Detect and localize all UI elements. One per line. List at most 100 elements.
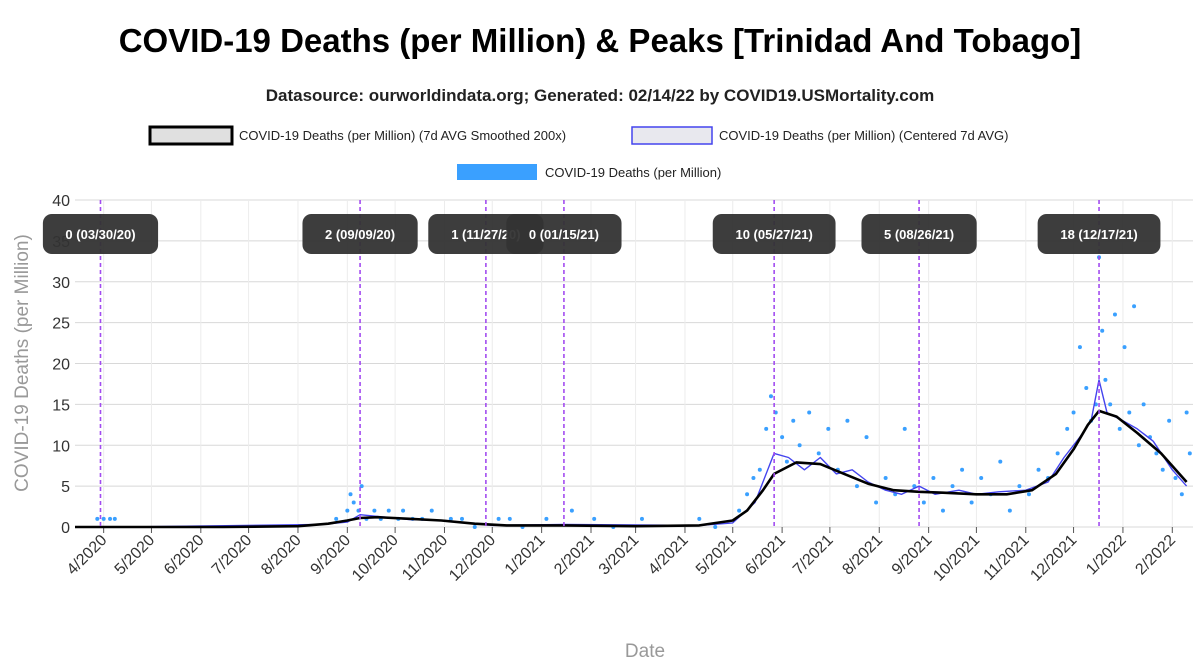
data-point: [874, 500, 879, 505]
data-point: [351, 500, 356, 505]
data-point: [751, 475, 756, 480]
data-point: [745, 492, 750, 497]
data-point: [969, 500, 974, 505]
data-point: [1007, 508, 1012, 513]
data-point: [429, 508, 434, 513]
data-point: [1179, 492, 1184, 497]
series-lines: [75, 379, 1188, 529]
x-tick-label: 9/2020: [308, 532, 355, 579]
x-tick-label: 2/2022: [1132, 532, 1179, 579]
series-line-centered: [75, 379, 1188, 528]
data-point: [496, 516, 501, 521]
y-tick-label: 40: [52, 193, 70, 210]
x-tick-label: 6/2021: [742, 532, 789, 579]
data-point: [816, 451, 821, 456]
data-point: [108, 516, 113, 521]
data-point: [345, 508, 350, 513]
x-tick-label: 5/2021: [693, 532, 740, 579]
data-point: [101, 516, 106, 521]
peak-markers: 0 (03/30/20) 2 (09/09/20) 1 (11/27/20) 0 (0…: [42, 200, 1161, 527]
legend-label-centered: COVID-19 Deaths (per Million) (Centered …: [719, 128, 1008, 143]
data-point: [448, 516, 453, 521]
x-tick-label: 7/2021: [790, 532, 837, 579]
data-point: [902, 426, 907, 431]
data-point: [1167, 418, 1172, 423]
data-point: [791, 418, 796, 423]
data-point: [1187, 451, 1192, 456]
x-tick-label: 12/2021: [1027, 532, 1080, 585]
y-tick-label: 15: [52, 397, 70, 414]
data-point: [757, 467, 762, 472]
data-point: [472, 525, 477, 529]
data-point: [1112, 312, 1117, 317]
peak-label-box: [1037, 214, 1161, 254]
data-point: [1065, 426, 1070, 431]
peak-label: 0 (03/30/20): [65, 227, 135, 242]
data-point: [826, 426, 831, 431]
x-tick-label: 5/2020: [112, 532, 159, 579]
data-point: [1100, 328, 1105, 333]
peak-label: 1 (11/27/20): [451, 227, 520, 242]
x-tick-label: 11/2021: [981, 532, 1033, 584]
data-point: [854, 484, 859, 489]
data-point: [697, 516, 702, 521]
y-tick-label: 5: [61, 479, 70, 496]
data-point: [112, 516, 117, 521]
data-point: [507, 516, 512, 521]
x-tick-label: 6/2020: [161, 532, 208, 579]
data-point: [764, 426, 769, 431]
data-point: [569, 508, 574, 513]
data-point: [1132, 304, 1137, 309]
data-point: [1122, 345, 1127, 350]
data-point: [334, 516, 339, 521]
data-point: [1127, 410, 1132, 415]
series-line-smoothed: [75, 409, 1188, 529]
peak-label-box: [506, 214, 622, 254]
data-point: [807, 410, 812, 415]
peak-label-box: [712, 214, 836, 254]
data-point: [348, 492, 353, 497]
peak-label: 2 (09/09/20): [325, 227, 395, 242]
data-point: [1108, 402, 1113, 407]
data-point: [845, 418, 850, 423]
x-tick-label: 1/2021: [502, 532, 549, 579]
x-tick-label: 11/2020: [399, 532, 451, 584]
data-point: [960, 467, 965, 472]
data-point: [768, 394, 773, 399]
daily-deaths-dots: [95, 255, 1192, 529]
data-point: [1036, 467, 1041, 472]
data-point: [979, 475, 984, 480]
legend-swatch-daily: [457, 164, 537, 180]
y-tick-label: 20: [52, 357, 70, 374]
data-point: [864, 435, 869, 440]
data-point: [1184, 410, 1189, 415]
chart-title: COVID-19 Deaths (per Million) & Peaks [T…: [118, 22, 1082, 59]
data-point: [592, 516, 597, 521]
x-tick-label: 8/2021: [839, 532, 886, 579]
x-axis-title: Date: [625, 641, 665, 662]
data-point: [950, 484, 955, 489]
peak-label: 10 (05/27/21): [735, 227, 812, 242]
data-point: [940, 508, 945, 513]
x-tick-label: 4/2020: [64, 532, 111, 579]
data-point: [784, 459, 789, 464]
y-axis-title: COVID-19 Deaths (per Million): [12, 234, 33, 492]
data-point: [1077, 345, 1082, 350]
data-point: [883, 475, 888, 480]
x-tick-label: 10/2021: [930, 532, 983, 585]
data-point: [1141, 402, 1146, 407]
grid: [75, 199, 1193, 528]
y-tick-label: 25: [52, 316, 70, 333]
data-point: [1154, 451, 1159, 456]
data-point: [1026, 492, 1031, 497]
peak-label: 0 (01/15/21): [529, 227, 599, 242]
data-point: [1117, 426, 1122, 431]
legend-swatch-centered: [631, 126, 713, 145]
legend-label-daily: COVID-19 Deaths (per Million): [545, 165, 721, 180]
data-point: [544, 516, 549, 521]
data-point: [737, 508, 742, 513]
data-point: [1160, 467, 1165, 472]
data-point: [1017, 484, 1022, 489]
y-tick-label: 10: [52, 438, 70, 455]
